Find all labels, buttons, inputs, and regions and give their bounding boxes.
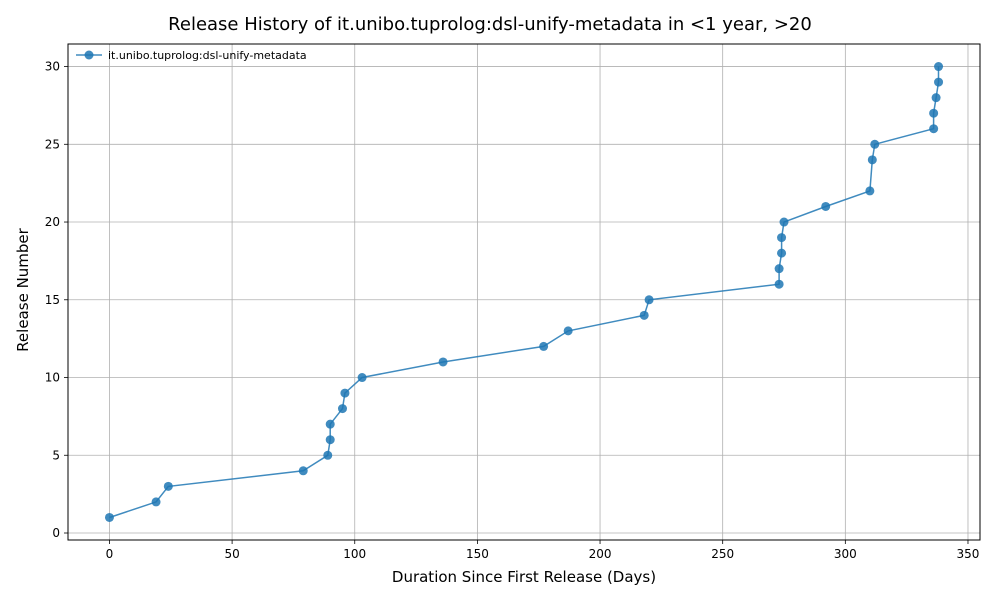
series-layer (104, 62, 944, 522)
ticks-layer: 0 50 100 150 200 250 300 350 0 5 10 15 20 25 30 (45, 60, 980, 561)
data-point (870, 139, 880, 149)
x-tick-label: 50 (224, 547, 239, 561)
data-point (931, 93, 941, 103)
x-tick-label: 100 (343, 547, 366, 561)
data-point (323, 450, 333, 460)
legend-marker (84, 50, 94, 60)
x-tick-label: 250 (711, 547, 734, 561)
plot-frame (67, 43, 981, 541)
data-point (325, 435, 335, 445)
y-tick-label: 30 (45, 60, 60, 74)
data-point (340, 388, 350, 398)
chart-title: Release History of it.unibo.tuprolog:dsl… (168, 14, 812, 35)
x-tick-label: 150 (466, 547, 489, 561)
data-point (774, 279, 784, 289)
data-point (929, 108, 939, 118)
data-point (104, 512, 114, 522)
data-point (774, 264, 784, 274)
data-point (777, 233, 787, 243)
y-tick-label: 25 (45, 137, 60, 151)
data-point (163, 481, 173, 491)
x-tick-label: 0 (106, 547, 114, 561)
data-point (934, 62, 944, 72)
data-point (357, 373, 367, 383)
data-point (929, 124, 939, 134)
legend: it.unibo.tuprolog:dsl-unify-metadata (76, 49, 307, 62)
y-tick-label: 0 (52, 526, 60, 540)
x-tick-label: 300 (834, 547, 857, 561)
y-tick-label: 5 (52, 448, 60, 462)
data-point (867, 155, 877, 165)
data-point (563, 326, 573, 336)
data-point (644, 295, 654, 305)
x-tick-label: 200 (589, 547, 612, 561)
grid-layer (68, 44, 980, 540)
data-point (821, 201, 831, 211)
legend-entry-label: it.unibo.tuprolog:dsl-unify-metadata (108, 49, 307, 62)
y-tick-label: 20 (45, 215, 60, 229)
data-point (779, 217, 789, 227)
data-point (539, 341, 549, 351)
y-axis-title: Release Number (14, 227, 32, 351)
data-point (865, 186, 875, 196)
x-tick-label: 350 (957, 547, 980, 561)
data-point (151, 497, 161, 507)
data-point (777, 248, 787, 258)
data-point (298, 466, 308, 476)
data-point (337, 404, 347, 414)
y-tick-label: 15 (45, 293, 60, 307)
data-point (325, 419, 335, 429)
data-point (934, 77, 944, 87)
data-point (639, 310, 649, 320)
x-axis-title: Duration Since First Release (Days) (392, 568, 656, 586)
data-point (438, 357, 448, 367)
y-tick-label: 10 (45, 371, 60, 385)
